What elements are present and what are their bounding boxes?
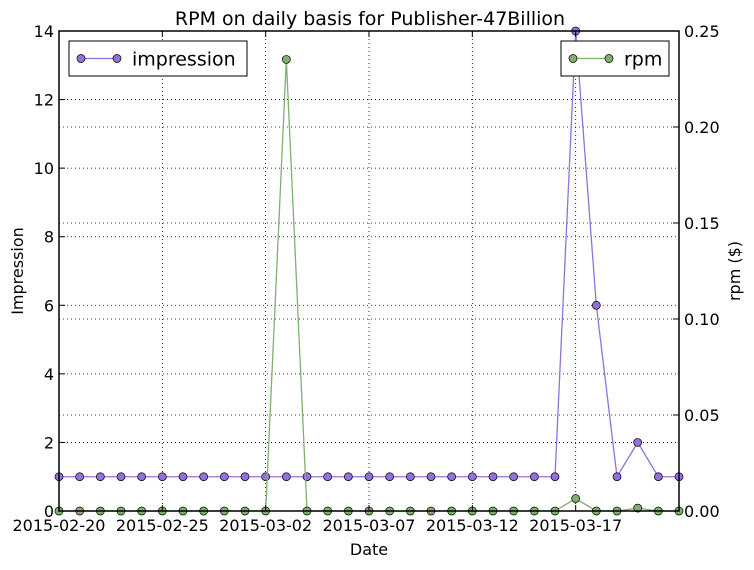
y-right-tick-label: 0.00 <box>684 502 720 521</box>
y-left-tick-label: 2 <box>44 433 54 452</box>
impression-point <box>157 472 167 482</box>
y-axis-left-label: Impression <box>8 227 27 315</box>
grid <box>59 31 679 511</box>
x-axis-label: Date <box>350 540 388 559</box>
impression-point <box>467 472 477 482</box>
impression-point <box>633 438 643 447</box>
impression-point <box>178 472 188 482</box>
impression-point <box>612 472 622 482</box>
impression-legend-marker <box>112 54 122 63</box>
impression-point <box>302 472 312 482</box>
impression-point <box>385 472 395 482</box>
impression-point <box>323 472 333 482</box>
x-tick-label: 2015-03-02 <box>219 516 312 535</box>
impression-point <box>653 472 663 482</box>
impression-point <box>240 472 250 482</box>
y-right-tick-label: 0.15 <box>684 214 720 233</box>
y-left-tick-label: 10 <box>34 159 54 178</box>
impression-point <box>281 472 291 482</box>
impression-point <box>261 472 271 482</box>
impression-legend-marker <box>76 54 86 63</box>
x-tick-label: 2015-02-20 <box>13 516 106 535</box>
y-left-tick-label: 0 <box>44 502 54 521</box>
impression-point <box>405 472 415 482</box>
chart-title: RPM on daily basis for Publisher-47Billi… <box>175 8 565 30</box>
y-left-tick-label: 6 <box>44 296 54 315</box>
impression-point <box>116 472 126 482</box>
x-tick-label: 2015-03-07 <box>323 516 416 535</box>
y-left-tick-label: 8 <box>44 228 54 247</box>
impression-point <box>529 472 539 482</box>
rpm-legend-label: rpm <box>624 49 662 71</box>
rpm-point <box>571 494 581 503</box>
y-left-tick-label: 12 <box>34 91 54 110</box>
impression-point <box>447 472 457 482</box>
impression-point <box>137 472 147 482</box>
impression-point <box>550 472 560 482</box>
rpm-legend-marker <box>568 54 578 63</box>
y-axis-right-label: rpm ($) <box>725 241 744 301</box>
impression-point <box>488 472 498 482</box>
y-right-tick-label: 0.10 <box>684 310 720 329</box>
x-tick-label: 2015-02-25 <box>116 516 209 535</box>
impression-point <box>219 472 229 482</box>
rpm-point <box>633 503 643 513</box>
impression-point <box>343 472 353 482</box>
impression-point <box>509 472 519 482</box>
impression-point <box>426 472 436 482</box>
impression-point <box>75 472 85 482</box>
legends: impression rpm <box>68 40 670 77</box>
impression-legend-label: impression <box>132 49 236 71</box>
y-left-tick-label: 14 <box>34 22 54 41</box>
impression-point <box>364 472 374 482</box>
impression-point <box>199 472 209 482</box>
y-right-tick-label: 0.20 <box>684 118 720 137</box>
x-tick-label: 2015-03-17 <box>529 516 622 535</box>
x-tick-label: 2015-03-12 <box>426 516 519 535</box>
impression-point <box>95 472 105 482</box>
y-right-tick-label: 0.25 <box>684 22 720 41</box>
y-left-tick-label: 4 <box>44 365 54 384</box>
rpm-point <box>281 55 291 64</box>
y-right-tick-label: 0.05 <box>684 406 720 425</box>
ticks: 2015-02-20 2015-02-25 2015-03-02 2015-03-07… <box>13 22 720 535</box>
impression-point <box>591 300 601 310</box>
rpm-legend-marker <box>604 54 614 63</box>
